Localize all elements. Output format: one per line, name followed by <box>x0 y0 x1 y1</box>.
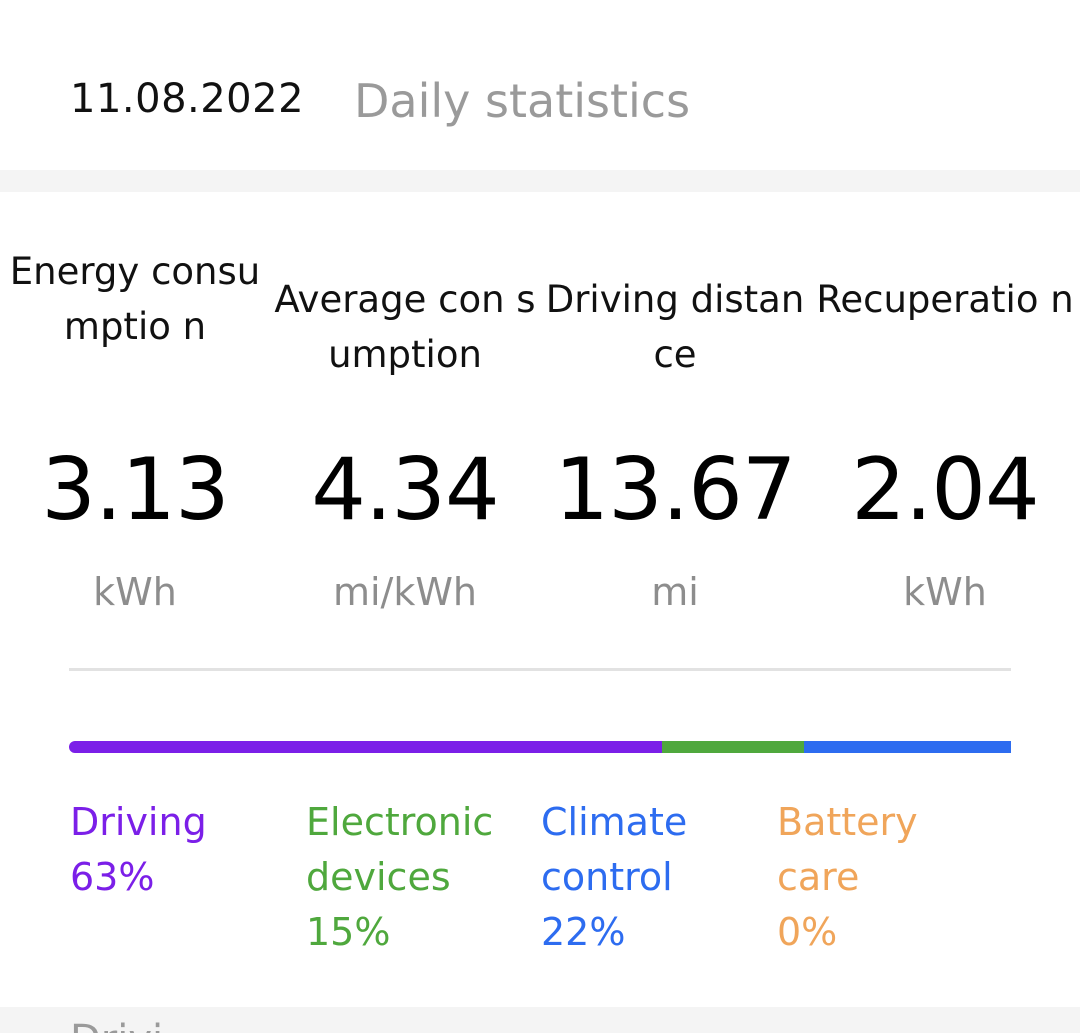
legend-item-battery-care: Battery care 0% <box>777 795 1007 960</box>
legend-label: Electronic devices <box>306 800 494 899</box>
stat-label: Energy consumptio n <box>9 250 261 348</box>
header: 11.08.2022 Daily statistics <box>0 0 1080 170</box>
stat-label: Average con sumption <box>274 278 536 376</box>
legend-item-electronic-devices: Electronic devices 15% <box>306 795 536 960</box>
legend-percent: 63% <box>70 855 155 899</box>
next-section: Drivi <box>0 1007 1080 1033</box>
stat-value: 13.67 <box>554 440 796 540</box>
next-section-title: Drivi <box>70 1017 163 1033</box>
stat-unit: kWh <box>903 570 987 614</box>
legend-label: Climate control <box>541 800 688 899</box>
legend-item-driving: Driving 63% <box>70 795 300 905</box>
date-label[interactable]: 11.08.2022 <box>70 76 305 122</box>
page-title: Daily statistics <box>354 74 691 128</box>
stat-value: 3.13 <box>41 440 229 540</box>
legend-percent: 0% <box>777 910 838 954</box>
stat-unit: mi <box>651 570 699 614</box>
section-divider <box>0 170 1080 192</box>
stat-label: Driving distance <box>545 278 805 376</box>
stat-unit: mi/kWh <box>332 570 478 614</box>
stat-label: Recuperatio n <box>816 278 1074 321</box>
legend-percent: 15% <box>306 910 391 954</box>
horizontal-divider <box>69 668 1011 671</box>
legend-item-climate-control: Climate control 22% <box>541 795 771 960</box>
legend-label: Battery care <box>777 800 918 899</box>
legend-percent: 22% <box>541 910 626 954</box>
stat-unit: kWh <box>93 570 177 614</box>
bar-segment-electronic-devices <box>662 741 804 753</box>
bar-segment-driving <box>69 741 663 753</box>
bar-segment-climate-control <box>803 741 1011 753</box>
legend-label: Driving <box>70 800 207 844</box>
stat-value: 4.34 <box>311 440 499 540</box>
energy-usage-bar <box>69 741 1011 753</box>
stat-value: 2.04 <box>851 440 1039 540</box>
